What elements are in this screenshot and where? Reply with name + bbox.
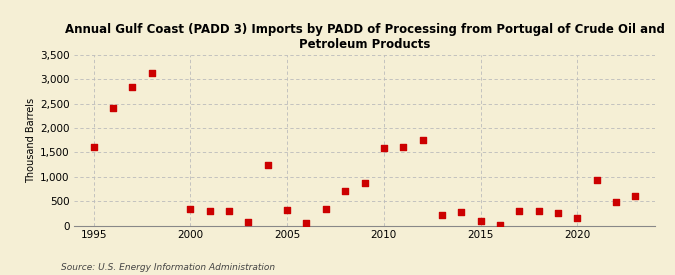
Point (263, 163, 273, 167)
Point (379, 145, 389, 150)
Point (533, 209, 544, 214)
Point (321, 207, 331, 212)
Point (127, 85, 138, 89)
Point (146, 70, 157, 75)
Point (185, 207, 196, 211)
Point (437, 213, 448, 217)
Point (340, 189, 350, 194)
Point (417, 138, 428, 142)
Point (223, 209, 234, 214)
Point (475, 218, 486, 223)
Point (359, 180, 370, 185)
Text: Source: U.S. Energy Information Administration: Source: U.S. Energy Information Administ… (61, 263, 275, 272)
Y-axis label: Thousand Barrels: Thousand Barrels (26, 98, 36, 183)
Point (301, 221, 312, 225)
Point (398, 144, 408, 149)
Point (514, 209, 524, 213)
Title: Annual Gulf Coast (PADD 3) Imports by PADD of Processing from Portugal of Crude : Annual Gulf Coast (PADD 3) Imports by PA… (65, 23, 664, 51)
Point (107, 105, 118, 110)
Point (243, 220, 254, 224)
Point (88, 145, 99, 149)
Point (611, 199, 622, 204)
Point (553, 211, 564, 216)
Point (281, 208, 292, 213)
Point (630, 194, 641, 199)
Point (591, 178, 602, 182)
Point (572, 216, 583, 220)
Point (456, 210, 466, 214)
Point (205, 209, 215, 214)
Point (495, 222, 506, 227)
